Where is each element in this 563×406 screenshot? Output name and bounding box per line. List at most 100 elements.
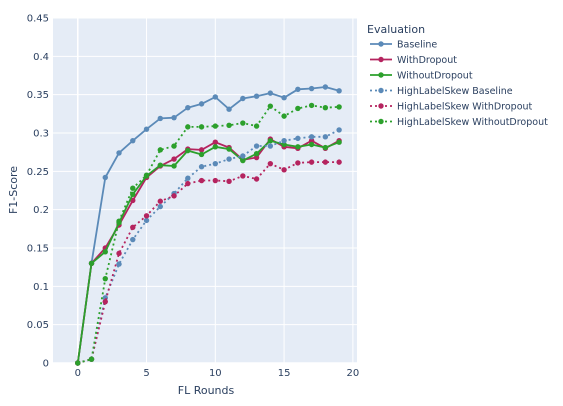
data-point xyxy=(336,104,342,110)
data-point xyxy=(322,134,329,140)
legend-marker xyxy=(378,72,384,78)
data-point xyxy=(185,175,191,181)
data-point xyxy=(308,102,315,109)
data-point xyxy=(116,250,122,257)
y-tick-label: 0.05 xyxy=(27,320,49,331)
data-point xyxy=(171,156,177,162)
legend-label: WithoutDropout xyxy=(397,71,473,82)
data-point xyxy=(88,260,95,267)
data-point xyxy=(253,93,260,99)
legend-item: HighLabelSkew WithDropout xyxy=(370,102,533,113)
series-line xyxy=(77,104,340,364)
data-point xyxy=(281,167,287,173)
data-point xyxy=(240,95,246,102)
data-point xyxy=(171,143,177,149)
data-point xyxy=(185,124,191,130)
data-point xyxy=(198,101,205,107)
data-point xyxy=(143,126,150,132)
x-tick-label: 0 xyxy=(75,368,81,379)
data-point xyxy=(212,94,219,100)
data-point xyxy=(157,198,163,204)
data-point xyxy=(143,213,150,219)
data-point xyxy=(130,185,136,191)
y-tick-label: 0.4 xyxy=(33,52,49,63)
data-point xyxy=(212,144,219,150)
data-point xyxy=(240,157,246,164)
data-point xyxy=(198,164,205,170)
series-highlabelskew-withdropout xyxy=(75,159,342,366)
data-point xyxy=(198,177,205,184)
data-point xyxy=(322,105,329,111)
legend-item: WithoutDropout xyxy=(370,71,473,82)
data-point xyxy=(295,86,301,93)
y-tick-label: 0.15 xyxy=(27,244,49,255)
x-tick-label: 5 xyxy=(143,368,149,379)
data-point xyxy=(308,134,315,140)
data-point xyxy=(116,261,122,267)
legend-label: WithDropout xyxy=(397,55,457,66)
data-point xyxy=(295,135,301,142)
data-point xyxy=(322,84,329,90)
series-line xyxy=(77,161,340,364)
y-tick-label: 0.35 xyxy=(27,90,49,101)
data-point xyxy=(116,218,122,224)
legend-marker xyxy=(378,41,384,47)
grid-layer xyxy=(53,17,357,364)
data-point xyxy=(267,143,274,149)
data-point xyxy=(226,178,232,184)
y-tick-label: 0 xyxy=(43,359,49,370)
legend-marker xyxy=(378,56,384,63)
x-tick-label: 10 xyxy=(209,368,222,379)
y-tick-label: 0.3 xyxy=(33,129,49,140)
data-point xyxy=(226,122,232,129)
data-point xyxy=(102,298,108,305)
legend-label: HighLabelSkew WithDropout xyxy=(397,102,533,113)
data-point xyxy=(212,139,219,145)
data-point xyxy=(212,160,219,167)
legend-marker xyxy=(378,103,384,109)
data-point xyxy=(143,217,150,224)
data-point xyxy=(267,137,274,144)
data-point xyxy=(308,85,315,92)
y-tick-label: 0.2 xyxy=(33,205,49,216)
series-layer xyxy=(75,84,342,366)
legend-title: Evaluation xyxy=(367,23,425,36)
data-point xyxy=(336,127,342,133)
data-point xyxy=(295,105,301,112)
data-point xyxy=(253,154,260,161)
data-point xyxy=(130,236,136,243)
data-point xyxy=(226,146,232,152)
data-point xyxy=(171,114,177,121)
x-tick-label: 20 xyxy=(347,368,360,379)
data-point xyxy=(253,151,260,157)
data-point xyxy=(240,173,246,179)
y-tick-label: 0.1 xyxy=(33,282,49,293)
data-point xyxy=(295,144,301,150)
data-point xyxy=(198,124,205,130)
data-point xyxy=(171,163,177,169)
data-point xyxy=(102,275,108,282)
data-point xyxy=(157,162,163,168)
data-point xyxy=(185,147,191,154)
data-point xyxy=(308,159,315,165)
legend-item: HighLabelSkew WithoutDropout xyxy=(370,117,548,128)
data-point xyxy=(185,105,191,111)
data-point xyxy=(308,137,315,144)
data-point xyxy=(171,193,177,199)
data-point xyxy=(267,90,274,96)
data-point xyxy=(240,153,246,159)
data-point xyxy=(143,172,150,178)
legend-marker xyxy=(378,87,384,94)
legend-label: HighLabelSkew Baseline xyxy=(397,86,513,97)
data-point xyxy=(336,159,342,165)
data-point xyxy=(322,159,329,165)
legend-item: WithDropout xyxy=(370,55,457,66)
data-point xyxy=(281,113,287,119)
data-point xyxy=(281,95,287,101)
legend-item: Baseline xyxy=(370,40,437,51)
data-point xyxy=(198,147,205,153)
data-point xyxy=(198,151,205,158)
data-point xyxy=(253,176,260,182)
legend: Baseline WithDropout WithoutDropout HighLab… xyxy=(370,40,548,128)
data-point xyxy=(157,115,163,122)
